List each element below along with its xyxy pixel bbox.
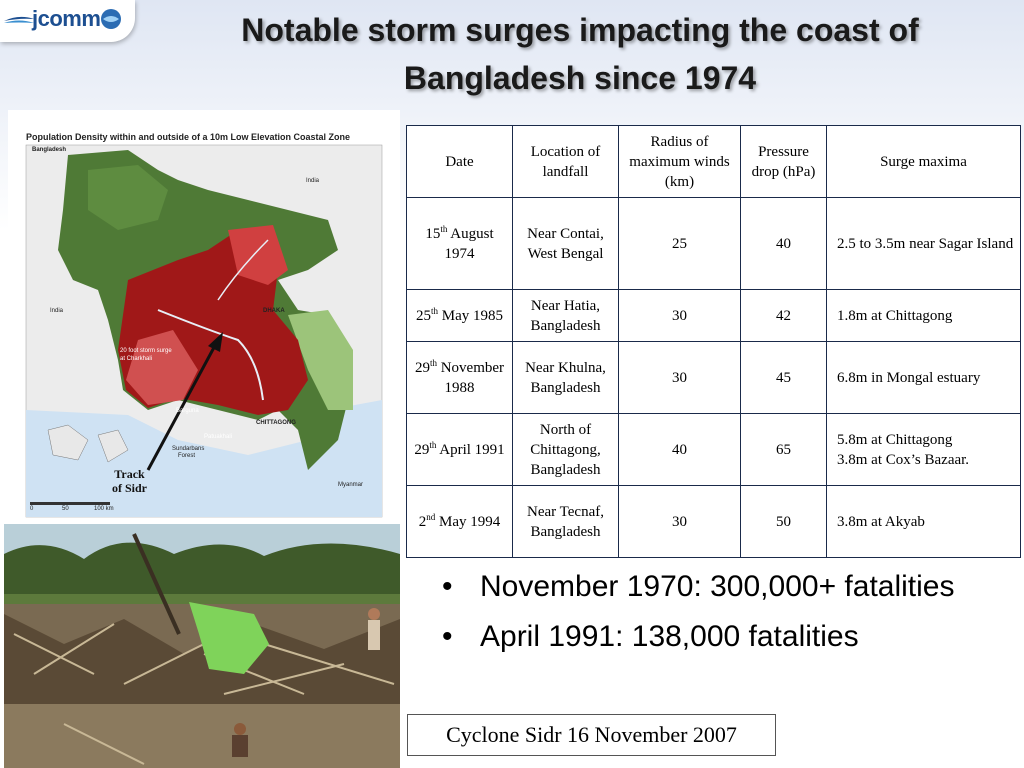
map-caption: Population Density within and outside of…	[26, 132, 351, 142]
cyclone-damage-photo	[4, 524, 400, 768]
pressure-cell: 40	[740, 197, 827, 290]
logo-swoosh-icon	[4, 16, 34, 23]
population-density-map: Population Density within and outside of…	[8, 110, 400, 522]
logo-globe-icon	[101, 9, 121, 29]
surge-cell: 5.8m at Chittagong 3.8m at Cox’s Bazaar.	[826, 413, 1021, 486]
date-suffix: th	[429, 357, 437, 368]
date-rest: August 1974	[444, 225, 494, 262]
surge-line-2: 3.8m at Cox’s Bazaar.	[837, 451, 970, 468]
radius-cell: 40	[618, 413, 741, 486]
date-day: 29	[414, 359, 430, 376]
storm-surge-table: Date Location of landfall Radius of maxi…	[406, 125, 1021, 558]
surge-line-1: 6.8m in Mongal estuary	[837, 369, 981, 386]
photo-graphic	[4, 524, 400, 768]
header-pressure: Pressure drop (hPa)	[740, 125, 827, 198]
surge-cell: 2.5 to 3.5m near Sagar Island	[826, 197, 1021, 290]
bullet-item: • November 1970: 300,000+ fatalities	[440, 568, 1000, 606]
date-day: 15	[425, 225, 441, 242]
map-label-india-north: India	[306, 178, 320, 184]
table-header-row: Date Location of landfall Radius of maxi…	[406, 125, 1021, 198]
slide-title: Notable storm surges impacting the coast…	[150, 6, 1010, 102]
location-cell: North of Chittagong, Bangladesh	[512, 413, 619, 486]
scale-label-0: 0	[30, 506, 34, 512]
table-row: 2nd May 1994 Near Tecnaf, Bangladesh 30 …	[406, 485, 1021, 558]
track-of-sidr-label: Track of Sidr	[112, 467, 147, 495]
date-suffix: th	[429, 439, 437, 450]
table-row: 29th April 1991 North of Chittagong, Ban…	[406, 413, 1021, 486]
title-line-2: Bangladesh since 1974	[403, 60, 757, 96]
logo-text: jcomm	[32, 6, 101, 31]
scale-label-100: 100 km	[94, 506, 114, 512]
date-day: 29	[414, 441, 430, 458]
location-cell: Near Khulna, Bangladesh	[512, 341, 619, 414]
map-label-forest: Forest	[178, 453, 196, 459]
date-suffix: th	[440, 223, 448, 234]
scale-label-50: 50	[62, 506, 69, 512]
title-line-1: Notable storm surges impacting the coast…	[241, 12, 919, 48]
surge-cell: 1.8m at Chittagong	[826, 289, 1021, 342]
pressure-cell: 42	[740, 289, 827, 342]
map-graphic	[8, 110, 400, 522]
pressure-cell: 65	[740, 413, 827, 486]
location-cell: Near Hatia, Bangladesh	[512, 289, 619, 342]
radius-cell: 25	[618, 197, 741, 290]
map-label-dhaka: DHAKA	[263, 308, 285, 314]
pressure-cell: 45	[740, 341, 827, 414]
radius-cell: 30	[618, 289, 741, 342]
bullet-item: • April 1991: 138,000 fatalities	[440, 618, 1000, 656]
map-label-chittagong: CHITTAGONG	[256, 420, 296, 426]
date-cell: 2nd May 1994	[406, 485, 513, 558]
date-cell: 29th November 1988	[406, 341, 513, 414]
bullet-text: November 1970: 300,000+ fatalities	[480, 570, 955, 603]
fatality-bullet-list: • November 1970: 300,000+ fatalities • A…	[440, 568, 1000, 668]
location-cell: Near Tecnaf, Bangladesh	[512, 485, 619, 558]
surge-line-1: 3.8m at Akyab	[837, 513, 925, 530]
date-rest: May 1985	[441, 307, 503, 324]
photo-caption: Cyclone Sidr 16 November 2007	[407, 714, 776, 756]
bullet-dot-icon: •	[442, 570, 453, 603]
pressure-cell: 50	[740, 485, 827, 558]
track-label-line-1: Track	[114, 467, 145, 481]
date-rest: April 1991	[439, 441, 505, 458]
radius-cell: 30	[618, 341, 741, 414]
bullet-dot-icon: •	[442, 620, 453, 653]
header-surge: Surge maxima	[826, 125, 1021, 198]
map-label-bangladesh: Bangladesh	[32, 147, 67, 153]
date-cell: 25th May 1985	[406, 289, 513, 342]
date-cell: 29th April 1991	[406, 413, 513, 486]
table-row: 15th August 1974 Near Contai, West Benga…	[406, 197, 1021, 290]
map-label-sundarbans: Sundarbans	[172, 446, 205, 452]
surge-cell: 6.8m in Mongal estuary	[826, 341, 1021, 414]
surge-line-1: 5.8m at Chittagong	[837, 431, 953, 448]
jcomm-logo: jcomm	[0, 0, 135, 42]
map-label-india-west: India	[50, 308, 64, 314]
table-row: 29th November 1988 Near Khulna, Banglade…	[406, 341, 1021, 414]
bullet-text: April 1991: 138,000 fatalities	[480, 620, 859, 653]
map-label-myanmar: Myanmar	[338, 482, 364, 488]
map-annotation-line-1: 20 foot storm surge	[120, 348, 172, 354]
location-cell: Near Contai, West Bengal	[512, 197, 619, 290]
header-location: Location of landfall	[512, 125, 619, 198]
map-label-patuakhali: Patuakhali	[204, 434, 233, 440]
date-rest: May 1994	[439, 513, 501, 530]
date-suffix: th	[430, 305, 438, 316]
date-rest: November 1988	[440, 359, 505, 396]
header-date: Date	[406, 125, 513, 198]
map-annotation-line-2: at Charkhali	[120, 356, 153, 362]
date-day: 2	[418, 513, 427, 530]
date-cell: 15th August 1974	[406, 197, 513, 290]
header-radius: Radius of maximum winds (km)	[618, 125, 741, 198]
surge-cell: 3.8m at Akyab	[826, 485, 1021, 558]
table-row: 25th May 1985 Near Hatia, Bangladesh 30 …	[406, 289, 1021, 342]
track-label-line-2: of Sidr	[112, 481, 148, 495]
surge-line-1: 1.8m at Chittagong	[837, 307, 953, 324]
surge-line-1: 2.5 to 3.5m near Sagar Island	[837, 235, 1014, 252]
map-label-barguna: Barguna	[176, 408, 199, 414]
radius-cell: 30	[618, 485, 741, 558]
date-day: 25	[415, 307, 431, 324]
date-suffix: nd	[426, 511, 436, 522]
